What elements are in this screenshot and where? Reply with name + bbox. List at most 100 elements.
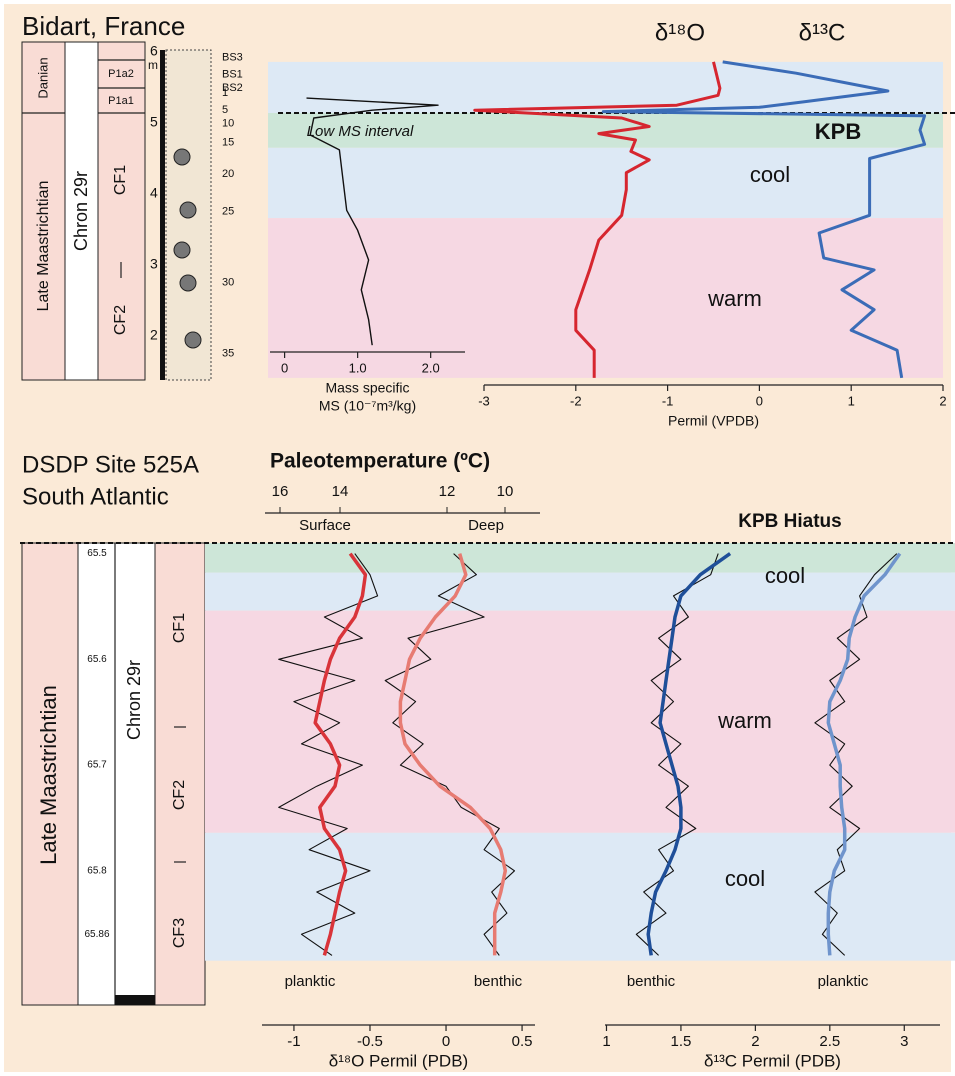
profile-line <box>313 552 368 956</box>
sample-label: 30 <box>222 277 234 289</box>
y-tick-label: 65.7 <box>87 760 107 771</box>
x-tick-label: -2 <box>570 393 582 408</box>
climate-band <box>268 218 943 378</box>
sample-label: BS2 <box>222 82 243 94</box>
x-axis-label: Permil (VPDB) <box>668 413 759 429</box>
temperature-label: Paleotemperature (ºC) <box>270 450 490 473</box>
climate-band <box>205 543 955 573</box>
sample-label: 20 <box>222 168 234 180</box>
annotation: warm <box>717 708 772 733</box>
temperature-tick-label: 12 <box>439 483 456 500</box>
series-label: δ¹³C <box>799 19 846 46</box>
y-tick-label: 65.8 <box>87 865 107 876</box>
temperature-tick-label: 14 <box>332 483 349 500</box>
x-tick-label: 1.0 <box>349 360 367 375</box>
series-label: benthic <box>474 973 523 990</box>
x-tick-label: 1 <box>602 1033 610 1050</box>
y-tick-label: 65.86 <box>84 929 109 940</box>
climate-band <box>268 61 943 114</box>
sample-label: 1 <box>222 87 228 99</box>
x-tick-label: 2.0 <box>422 360 440 375</box>
profile-line <box>398 553 508 956</box>
profile-line <box>826 552 902 956</box>
x-axis-label: Mass specific <box>325 380 409 396</box>
series-label: planktic <box>818 973 869 990</box>
chron-base <box>115 995 155 1005</box>
annotation: cool <box>725 866 765 891</box>
x-tick-label: 2 <box>751 1033 759 1050</box>
climate-band <box>268 113 943 148</box>
stage-label: Late Maastrichtian <box>35 181 52 312</box>
fossil-icon <box>179 201 197 219</box>
x-tick-label: 0 <box>281 360 288 375</box>
climate-band <box>268 147 943 219</box>
chron-label: Chron 29r <box>124 660 144 740</box>
fossil-icon <box>173 241 191 259</box>
fossil-icon <box>173 148 191 166</box>
stage-label: Danian <box>35 57 50 98</box>
x-axis-label: MS (10⁻⁷m³/kg) <box>319 398 416 414</box>
series-label: δ¹⁸O <box>655 19 705 46</box>
temperature-scale-label: Deep <box>468 517 504 534</box>
annotation: cool <box>765 563 805 588</box>
x-tick-label: 2.5 <box>819 1033 840 1050</box>
sample-label: BS3 <box>222 52 243 64</box>
y-tick-label: 5 <box>150 114 158 130</box>
temperature-tick-label: 16 <box>272 483 289 500</box>
raw-line <box>278 553 379 956</box>
x-tick-label: -1 <box>287 1033 300 1050</box>
series-label: planktic <box>285 973 336 990</box>
annotation: warm <box>707 286 762 311</box>
annotation: Low MS interval <box>307 123 414 140</box>
chart-title: Bidart, France <box>22 11 185 41</box>
x-tick-label: 1.5 <box>671 1033 692 1050</box>
annotation: KPB Hiatus <box>738 511 841 532</box>
sample-label: 5 <box>222 104 228 116</box>
chart-subtitle: South Atlantic <box>22 483 169 510</box>
fossil-icon <box>179 274 197 292</box>
sample-label: 10 <box>222 118 234 130</box>
x-tick-label: -1 <box>662 393 674 408</box>
annotation: KPB <box>815 119 861 144</box>
sample-label: 35 <box>222 348 234 360</box>
sample-label: 25 <box>222 206 234 218</box>
fossil-icon <box>184 331 202 349</box>
profile-line <box>601 60 927 379</box>
chron-column <box>64 41 99 381</box>
zone-label: P1a1 <box>108 95 134 107</box>
temperature-scale-label: Surface <box>299 517 351 534</box>
chron-column <box>77 542 156 1006</box>
profile-line <box>473 61 722 378</box>
x-tick-label: 0.5 <box>512 1033 533 1050</box>
chart-title: DSDP Site 525A <box>22 451 199 478</box>
lithology-bar <box>160 50 165 380</box>
x-tick-label: 3 <box>900 1033 908 1050</box>
x-tick-label: -3 <box>478 393 490 408</box>
y-tick-label: 6 <box>150 43 158 59</box>
x-axis-label: δ¹³C Permil (PDB) <box>704 1051 841 1070</box>
y-tick-label: 65.6 <box>87 654 107 665</box>
zone-label: CF2 <box>171 780 188 810</box>
x-axis-label: δ¹⁸O Permil (PDB) <box>329 1051 468 1070</box>
zone-label: CF3 <box>171 918 188 948</box>
y-unit: m <box>148 58 158 72</box>
decoration <box>21 41 212 1006</box>
y-tick-label: 3 <box>150 256 158 272</box>
sample-label: BS1 <box>222 69 243 81</box>
x-tick-label: 0 <box>442 1033 450 1050</box>
x-tick-label: -0.5 <box>357 1033 383 1050</box>
temperature-tick-label: 10 <box>497 483 514 500</box>
profile-line <box>646 552 732 956</box>
x-tick-label: 0 <box>756 393 763 408</box>
zone-label: CF1 <box>171 613 188 643</box>
zone-label: CF2 <box>112 305 129 335</box>
chron-label: Chron 29r <box>71 171 91 251</box>
climate-band <box>205 572 955 611</box>
zone-label: P1a2 <box>108 68 134 80</box>
zone-label: CF1 <box>112 165 129 195</box>
series-label: benthic <box>627 973 676 990</box>
stage-label: Late Maastrichtian <box>36 685 61 865</box>
x-tick-label: 2 <box>939 393 946 408</box>
sample-label: 15 <box>222 137 234 149</box>
y-tick-label: 2 <box>150 327 158 343</box>
